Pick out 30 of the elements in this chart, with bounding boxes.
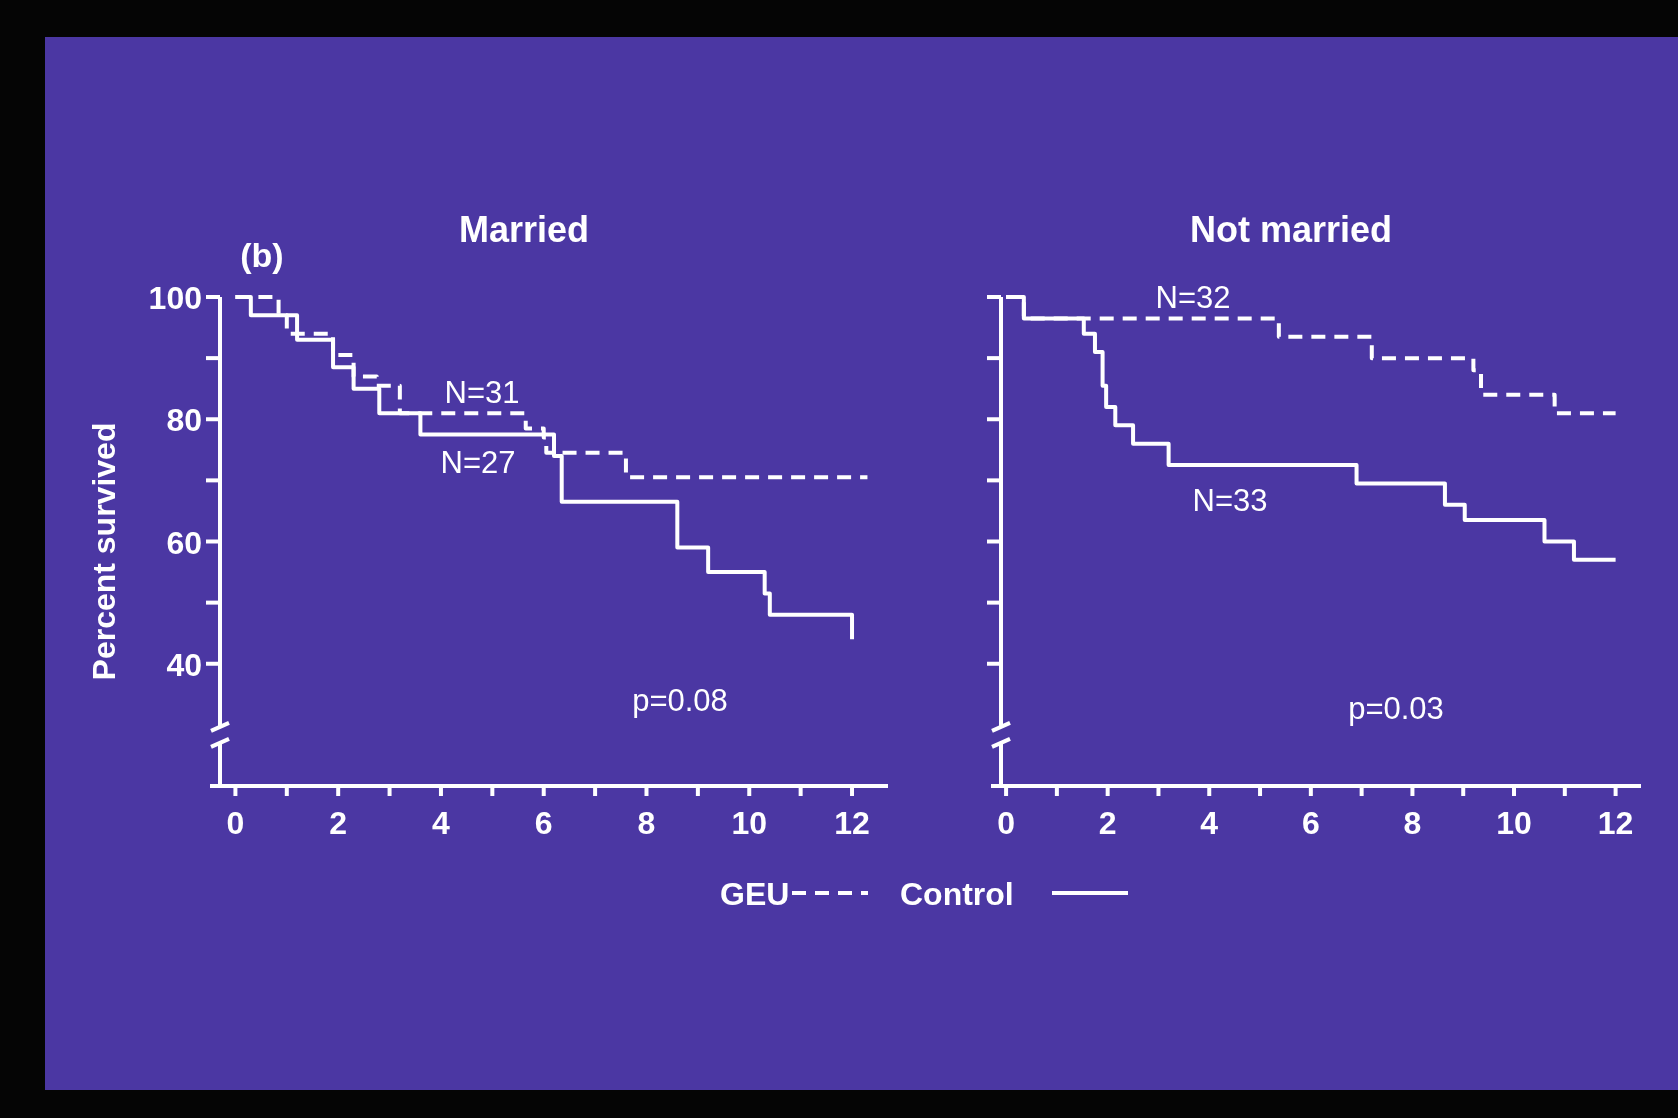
annotation: N=33 xyxy=(1192,483,1268,518)
chart-title: Married xyxy=(458,209,590,250)
y-tick-label: 100 xyxy=(148,280,202,316)
annotation: N=27 xyxy=(440,445,516,480)
annotation: N=31 xyxy=(444,375,520,410)
y-tick-label: 80 xyxy=(166,402,202,439)
x-tick-label: 6 xyxy=(1301,805,1320,841)
x-tick-label: 12 xyxy=(1597,805,1634,841)
x-tick-label: 2 xyxy=(329,805,348,841)
chart-title: Not married xyxy=(1189,209,1393,250)
x-tick-label: 4 xyxy=(432,805,451,841)
y-tick-label: 40 xyxy=(166,646,202,683)
x-tick-label: 8 xyxy=(637,805,656,841)
annotation: p=0.08 xyxy=(632,683,728,718)
y-axis-title: Percent survived xyxy=(86,422,122,681)
x-tick-label: 0 xyxy=(997,805,1015,841)
legend-label: Control xyxy=(900,876,1014,912)
y-tick-label: 60 xyxy=(166,524,202,561)
text: (b) xyxy=(240,236,284,274)
x-tick-label: 8 xyxy=(1403,805,1422,841)
x-tick-label: 4 xyxy=(1200,805,1219,841)
x-tick-label: 10 xyxy=(1496,805,1532,841)
x-tick-label: 0 xyxy=(226,805,245,841)
x-tick-label: 2 xyxy=(1098,805,1117,841)
x-tick-label: 12 xyxy=(834,805,870,841)
annotation: p=0.03 xyxy=(1348,691,1444,726)
x-tick-label: 6 xyxy=(534,805,553,841)
x-tick-label: 10 xyxy=(731,805,768,841)
legend-label: GEU xyxy=(720,876,790,912)
annotation: N=32 xyxy=(1155,280,1231,315)
